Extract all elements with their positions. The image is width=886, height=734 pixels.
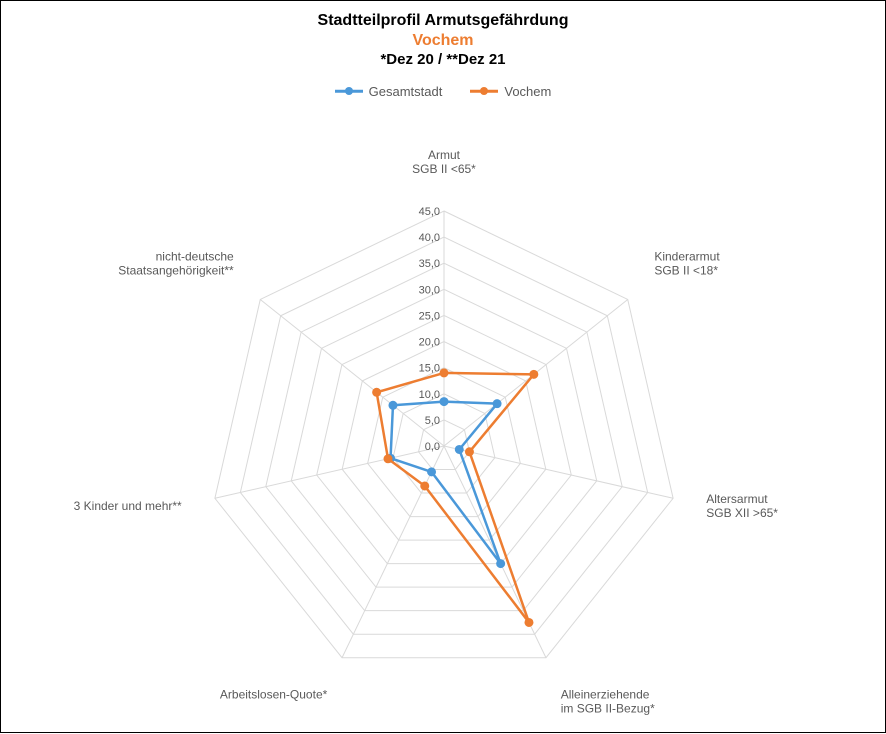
axis-label: Alleinerziehendeim SGB II-Bezug* <box>561 687 655 715</box>
axis-label: nicht-deutscheStaatsangehörigkeit** <box>118 249 234 277</box>
tick-label: 30,0 <box>419 284 440 296</box>
radar-tick-labels: 0,0 5,0 10,0 15,0 20,0 25,0 30,0 35,0 40,0 45,0 <box>419 206 440 453</box>
radar-spokes <box>215 211 673 658</box>
axis-label: Arbeitslosen-Quote* <box>220 687 328 701</box>
tick-label: 20,0 <box>419 337 440 349</box>
tick-label: 25,0 <box>419 310 440 322</box>
tick-label: 35,0 <box>419 258 440 270</box>
tick-label: 40,0 <box>419 232 440 244</box>
radar-series <box>373 369 538 627</box>
tick-label: 5,0 <box>425 415 440 427</box>
radar-chart: 0,0 5,0 10,0 15,0 20,0 25,0 30,0 35,0 40,0 45,0 A… <box>1 1 886 734</box>
tick-label: 0,0 <box>425 441 440 453</box>
tick-label: 10,0 <box>419 389 440 401</box>
axis-label: KinderarmutSGB II <18* <box>654 249 720 277</box>
tick-label: 45,0 <box>419 206 440 218</box>
axis-label: 3 Kinder und mehr** <box>74 499 182 513</box>
axis-label: AltersarmutSGB XII >65* <box>706 492 778 520</box>
chart-frame: Stadtteilprofil Armutsgefährdung Vochem … <box>0 0 886 733</box>
tick-label: 15,0 <box>419 363 440 375</box>
axis-label: ArmutSGB II <65* <box>412 148 476 176</box>
